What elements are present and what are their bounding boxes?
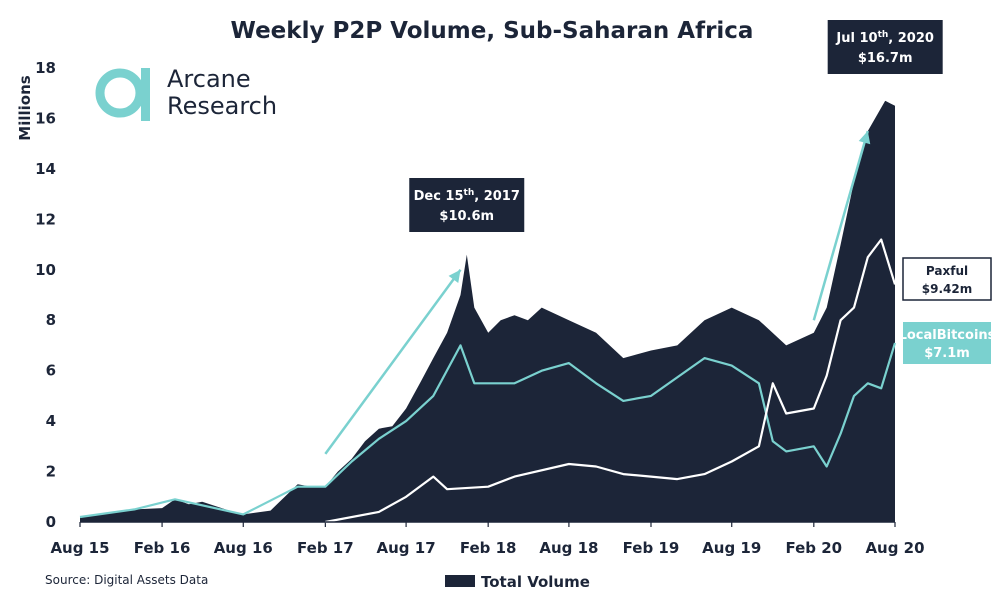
localbitcoins-label-name: LocalBitcoins <box>899 328 996 343</box>
y-tick-label: 18 <box>35 59 56 77</box>
trend-arrow-shaft <box>324 269 462 455</box>
peak-callout-date: Dec 15th, 2017 <box>414 188 520 204</box>
peak-callout-value: $10.6m <box>439 209 494 224</box>
trend-arrow-head <box>858 131 871 145</box>
paxful-label-value: $9.42m <box>922 282 972 296</box>
paxful-label-box <box>902 257 992 301</box>
localbitcoins-line <box>79 342 897 519</box>
logo-bar-icon <box>141 68 150 121</box>
y-tick-label: 16 <box>35 109 56 127</box>
y-tick-label: 2 <box>46 463 56 481</box>
arcane-logo: Arcane Research <box>95 65 277 121</box>
peak-callout-box <box>409 178 525 232</box>
localbitcoins-label-value: $7.1m <box>924 346 970 361</box>
y-tick-label: 10 <box>35 261 56 279</box>
brand-line-1: Arcane <box>167 65 251 93</box>
x-tick-label: Aug 18 <box>539 539 598 557</box>
x-tick-label: Aug 19 <box>702 539 761 557</box>
x-tick-label: Aug 17 <box>377 539 436 557</box>
y-axis-ticks: 0 2 4 6 8 10 12 14 16 18 <box>35 59 56 531</box>
series-layer <box>79 100 897 524</box>
trend-arrow-shaft <box>812 130 869 321</box>
x-tick-label: Aug 15 <box>50 539 109 557</box>
peak-callout-box <box>827 20 943 74</box>
paxful-label-name: Paxful <box>926 264 968 278</box>
series-label-layer: Paxful $9.42m LocalBitcoins $7.1m <box>899 257 996 364</box>
brand-line-2: Research <box>167 92 277 120</box>
chart-title: Weekly P2P Volume, Sub-Saharan Africa <box>231 18 754 44</box>
x-tick-label: Aug 20 <box>865 539 924 557</box>
paxful-line <box>325 238 897 524</box>
x-tick-label: Feb 19 <box>623 539 680 557</box>
y-tick-label: 8 <box>46 311 56 329</box>
x-axis-ticks: Aug 15 Feb 16 Aug 16 Feb 17 Aug 17 Feb 18 Aug … <box>50 522 925 557</box>
y-tick-label: 14 <box>35 160 56 178</box>
y-tick-label: 6 <box>46 362 56 380</box>
legend-swatch <box>445 575 475 587</box>
x-tick-label: Feb 16 <box>134 539 191 557</box>
trend-arrow-head <box>448 269 461 284</box>
y-tick-label: 4 <box>46 412 56 430</box>
localbitcoins-label-box <box>903 322 991 364</box>
x-tick-label: Aug 16 <box>214 539 273 557</box>
source-note: Source: Digital Assets Data <box>45 573 208 587</box>
y-tick-label: 0 <box>46 513 56 531</box>
annotation-layer: Dec 15th, 2017 $10.6m Jul 10th, 2020 $16.7m <box>324 20 943 455</box>
x-tick-label: Feb 17 <box>297 539 354 557</box>
peak-callout-date: Jul 10th, 2020 <box>835 30 934 46</box>
legend-label: Total Volume <box>481 573 590 591</box>
total-volume-area <box>80 100 895 523</box>
x-tick-label: Feb 18 <box>460 539 517 557</box>
x-tick-label: Feb 20 <box>785 539 842 557</box>
y-axis-label: Millions <box>16 75 34 140</box>
peak-callout-value: $16.7m <box>858 51 913 66</box>
logo-ring-icon <box>95 68 145 118</box>
y-tick-label: 12 <box>35 210 56 228</box>
